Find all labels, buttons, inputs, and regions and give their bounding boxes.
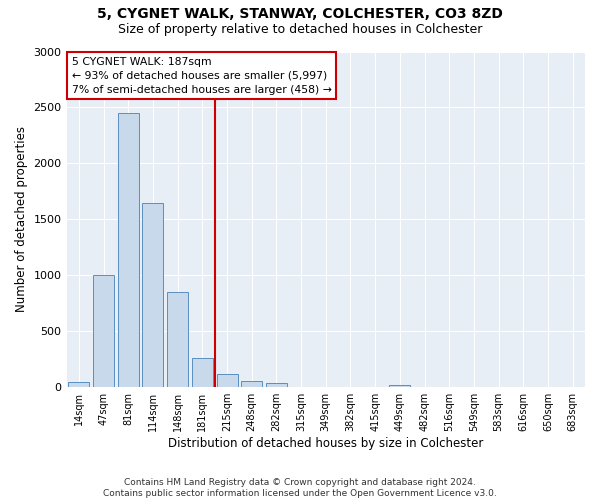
Text: 5, CYGNET WALK, STANWAY, COLCHESTER, CO3 8ZD: 5, CYGNET WALK, STANWAY, COLCHESTER, CO3… — [97, 8, 503, 22]
Bar — [266, 382, 287, 387]
Bar — [68, 382, 89, 387]
Bar — [217, 374, 238, 387]
Bar — [192, 358, 213, 387]
Y-axis label: Number of detached properties: Number of detached properties — [15, 126, 28, 312]
Text: Size of property relative to detached houses in Colchester: Size of property relative to detached ho… — [118, 22, 482, 36]
Bar — [118, 113, 139, 387]
Bar — [142, 202, 163, 387]
Text: Contains HM Land Registry data © Crown copyright and database right 2024.
Contai: Contains HM Land Registry data © Crown c… — [103, 478, 497, 498]
Bar — [241, 381, 262, 387]
Text: 5 CYGNET WALK: 187sqm
← 93% of detached houses are smaller (5,997)
7% of semi-de: 5 CYGNET WALK: 187sqm ← 93% of detached … — [72, 56, 332, 94]
Bar — [93, 276, 114, 387]
X-axis label: Distribution of detached houses by size in Colchester: Distribution of detached houses by size … — [168, 437, 484, 450]
Bar — [167, 292, 188, 387]
Bar — [389, 385, 410, 387]
